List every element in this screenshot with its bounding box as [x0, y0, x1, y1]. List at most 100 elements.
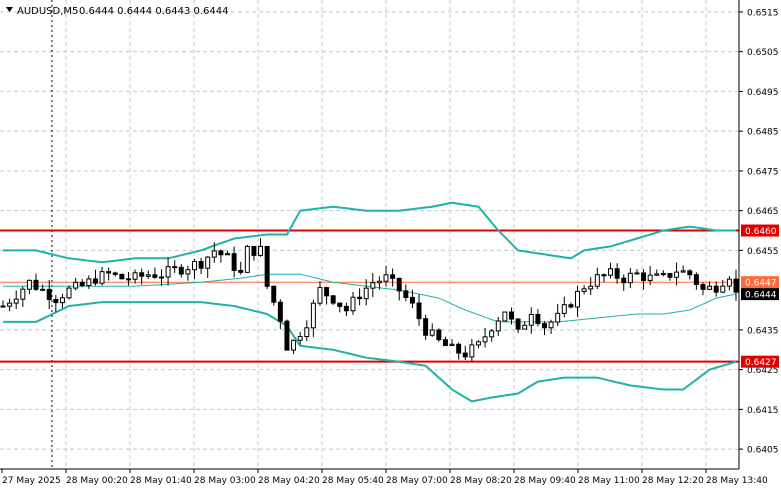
- header-dropdown-icon[interactable]: [6, 7, 13, 12]
- candle-bull: [370, 282, 376, 289]
- candle-bear: [462, 352, 468, 358]
- x-tick-label: 28 May 12:20: [642, 476, 704, 486]
- candle-bull: [145, 274, 151, 277]
- x-tick-label: 27 May 2025: [2, 476, 61, 486]
- candle-bear: [390, 274, 396, 279]
- candle-bear: [46, 288, 52, 300]
- plot-frame: [0, 0, 740, 470]
- level-lines[interactable]: [0, 229, 739, 363]
- candle-bear: [139, 272, 145, 277]
- candle-bear: [700, 283, 706, 290]
- candle-bear: [277, 301, 283, 322]
- candle-bear: [456, 343, 462, 354]
- candle-bull: [475, 341, 481, 346]
- candle-bear: [40, 288, 46, 291]
- candle-bear: [172, 266, 178, 269]
- price-tag-level: 0.6427: [741, 355, 779, 368]
- candle-bull: [376, 280, 382, 284]
- candle-bear: [621, 277, 627, 284]
- candle-bull: [528, 313, 534, 326]
- candle-bull: [7, 302, 13, 307]
- candle-bull: [674, 271, 680, 278]
- price-tag-box: [741, 276, 779, 289]
- candle-bull: [59, 297, 65, 304]
- y-tick-label: 0.6515: [747, 8, 779, 18]
- candle-bull: [192, 260, 197, 271]
- candle-bull: [244, 245, 250, 273]
- x-tick-label: 28 May 13:40: [706, 476, 768, 486]
- y-tick-label: 0.6495: [747, 88, 779, 98]
- candle-bull: [383, 274, 389, 282]
- candle-bear: [436, 329, 442, 341]
- candle-bull: [660, 273, 666, 276]
- candle-bear: [508, 311, 514, 320]
- candle-bull: [73, 281, 79, 289]
- x-tick-label: 28 May 11:00: [578, 476, 640, 486]
- candle-bear: [614, 268, 620, 279]
- bollinger-bands: [3, 201, 737, 403]
- candle-bull: [310, 302, 316, 329]
- candle-bull: [185, 269, 191, 275]
- candles: [0, 238, 739, 361]
- candle-bull: [297, 336, 303, 341]
- candle-bear: [251, 245, 257, 256]
- x-tick-label: 28 May 07:00: [386, 476, 448, 486]
- candle-bull: [647, 274, 653, 282]
- candle-bear: [218, 250, 224, 256]
- y-tick-label: 0.6465: [747, 207, 779, 217]
- price-tag-label: 0.6447: [745, 279, 777, 289]
- candle-bull: [211, 250, 217, 258]
- candle-bull: [561, 304, 567, 314]
- price-tag-label: 0.6427: [745, 358, 777, 368]
- candle-bear: [198, 260, 204, 269]
- y-tick-label: 0.6475: [747, 167, 779, 177]
- candle-bull: [680, 270, 686, 273]
- price-tag-label: 0.6460: [745, 227, 777, 237]
- y-axis: 0.6515 0.6505 0.6495 0.6485 0.6475 0.6465 0.64…: [739, 8, 779, 456]
- chart-header: AUDUSD,M5 0.6444 0.6444 0.6443 0.6444: [6, 6, 229, 17]
- ohlc-values: 0.6444 0.6444 0.6443 0.6444: [79, 6, 229, 17]
- candle-bear: [687, 270, 693, 276]
- candle-bear: [416, 302, 422, 320]
- candle-bear: [178, 266, 184, 275]
- x-tick-label: 28 May 04:20: [258, 476, 320, 486]
- candle-bull: [258, 245, 264, 256]
- candle-bear: [733, 278, 739, 293]
- x-tick-label: 28 May 00:20: [66, 476, 128, 486]
- candle-bear: [79, 281, 85, 287]
- candle-bear: [125, 278, 131, 281]
- candle-bull: [363, 287, 369, 300]
- candle-bull: [654, 273, 660, 276]
- candle-bear: [423, 318, 429, 336]
- candle-bear: [343, 305, 349, 312]
- candle-bull: [165, 266, 171, 278]
- candle-bear: [535, 313, 541, 325]
- candle-bull: [707, 285, 713, 290]
- candle-bull: [720, 285, 726, 293]
- price-tag-box: [741, 288, 779, 301]
- candle-bear: [403, 290, 409, 298]
- candle-bear: [0, 305, 6, 308]
- candle-bull: [726, 278, 732, 287]
- price-tag-level: 0.6460: [741, 224, 779, 237]
- price-tag-box: [741, 224, 779, 237]
- candle-bull: [13, 298, 19, 304]
- candle-bull: [522, 324, 528, 330]
- price-tag-box: [741, 355, 779, 368]
- price-tags: 0.6460 0.6447 0.6427 0.6444: [741, 224, 779, 368]
- candle-bull: [502, 311, 508, 322]
- candle-bear: [112, 272, 118, 275]
- candle-bear: [330, 295, 336, 304]
- candle-bull: [99, 271, 105, 284]
- candle-bull: [225, 253, 231, 256]
- candle-bear: [667, 273, 673, 278]
- candle-bull: [304, 327, 310, 338]
- candle-bull: [159, 276, 164, 279]
- price-tag-price: 0.6447: [741, 276, 779, 289]
- candle-bear: [106, 271, 112, 274]
- candle-bear: [119, 273, 125, 280]
- candle-bear: [693, 274, 699, 285]
- candle-bull: [20, 288, 26, 300]
